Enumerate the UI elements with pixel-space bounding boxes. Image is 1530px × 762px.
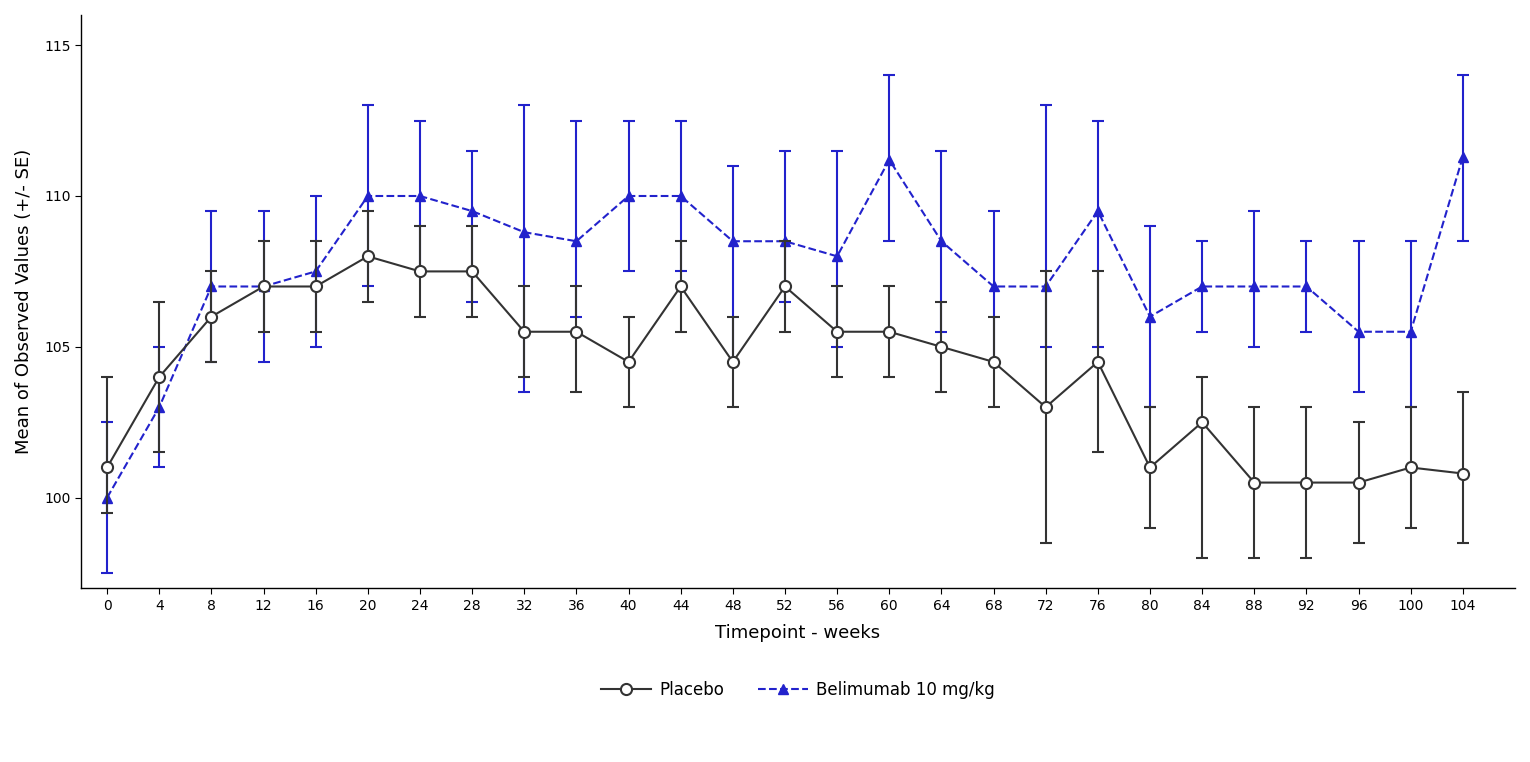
X-axis label: Timepoint - weeks: Timepoint - weeks — [716, 623, 881, 642]
Y-axis label: Mean of Observed Values (+/- SE): Mean of Observed Values (+/- SE) — [15, 149, 34, 454]
Legend: Placebo, Belimumab 10 mg/kg: Placebo, Belimumab 10 mg/kg — [595, 674, 1002, 706]
